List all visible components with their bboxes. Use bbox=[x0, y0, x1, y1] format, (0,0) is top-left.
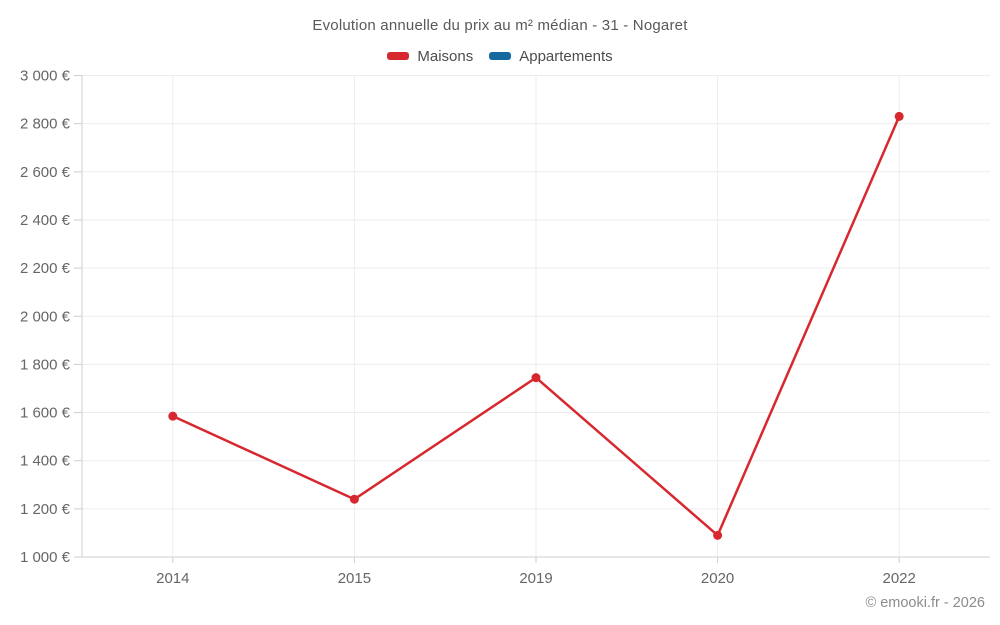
y-tick-label: 1 400 € bbox=[20, 453, 71, 470]
maisons-point-2019[interactable] bbox=[531, 373, 541, 383]
copyright: © emooki.fr - 2026 bbox=[865, 595, 985, 611]
y-tick-label: 1 000 € bbox=[20, 549, 71, 566]
maisons-point-2015[interactable] bbox=[349, 494, 359, 504]
legend-label-maisons: Maisons bbox=[417, 47, 474, 65]
y-tick-label: 2 800 € bbox=[20, 116, 71, 133]
y-tick-label: 2 000 € bbox=[20, 308, 71, 325]
maisons-point-2020[interactable] bbox=[713, 530, 723, 540]
y-tick-label: 2 200 € bbox=[20, 260, 71, 277]
x-tick-label: 2019 bbox=[519, 570, 552, 587]
maisons-point-2022[interactable] bbox=[894, 111, 904, 121]
y-tick-label: 2 400 € bbox=[20, 212, 71, 229]
legend-label-appartements: Appartements bbox=[519, 47, 613, 65]
legend-item-maisons[interactable]: Maisons bbox=[387, 48, 473, 65]
maisons-swatch-icon bbox=[387, 52, 410, 60]
appartements-swatch-icon bbox=[489, 52, 512, 60]
chart-title: Evolution annuelle du prix au m² médian … bbox=[312, 17, 688, 34]
legend-item-appartements[interactable]: Appartements bbox=[489, 47, 613, 65]
x-tick-label: 2020 bbox=[701, 570, 734, 587]
y-tick-label: 1 200 € bbox=[20, 501, 71, 518]
chart-legend: Maisons Appartements bbox=[0, 45, 1000, 67]
y-tick-label: 1 600 € bbox=[20, 405, 71, 422]
x-tick-label: 2022 bbox=[883, 570, 916, 587]
y-tick-label: 3 000 € bbox=[20, 68, 71, 85]
y-tick-label: 1 800 € bbox=[20, 356, 71, 373]
x-tick-label: 2014 bbox=[156, 570, 189, 587]
maisons-point-2014[interactable] bbox=[168, 411, 178, 421]
x-tick-label: 2015 bbox=[338, 570, 371, 587]
y-tick-label: 2 600 € bbox=[20, 164, 71, 181]
